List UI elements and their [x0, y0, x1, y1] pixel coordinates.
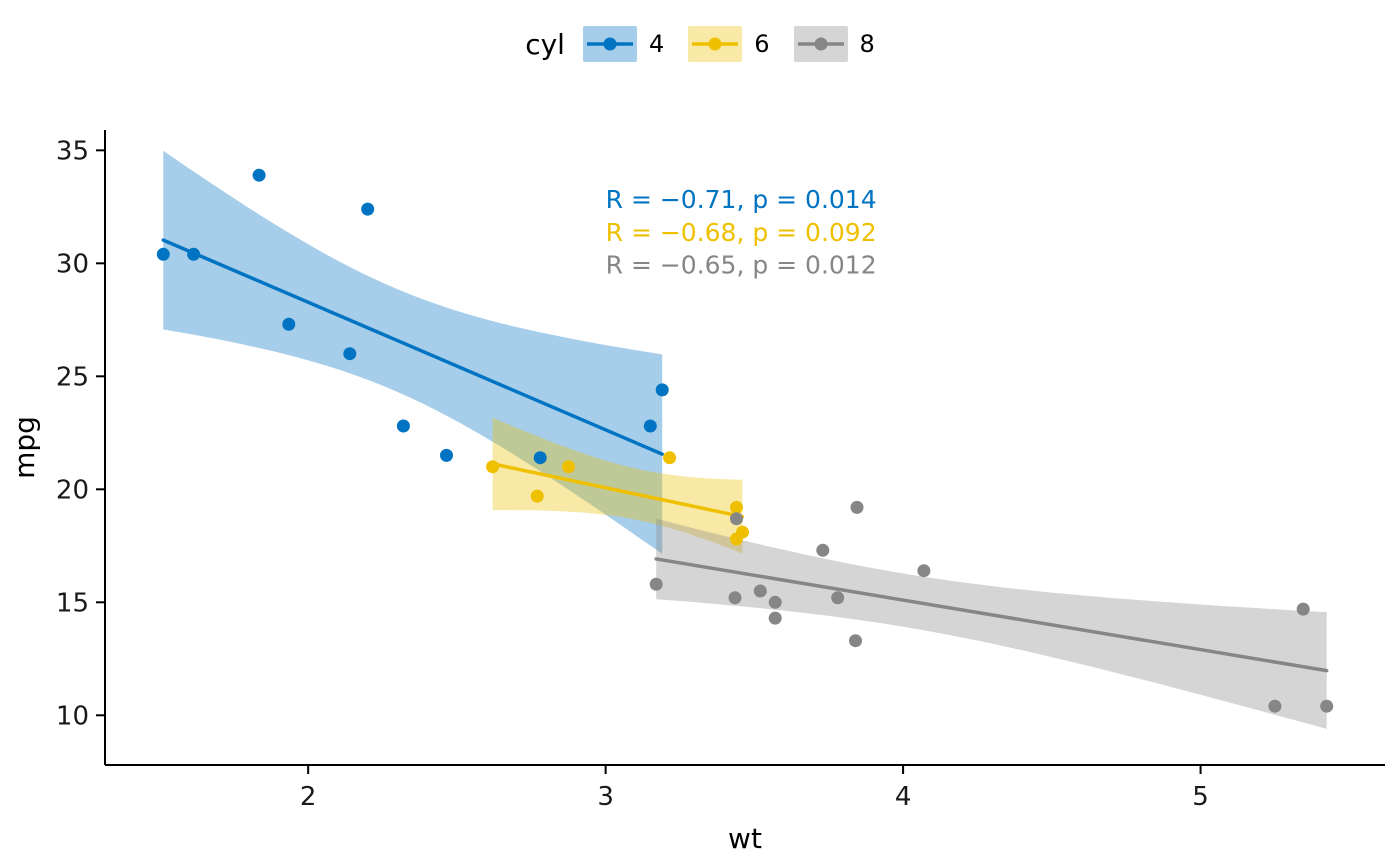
data-point: [343, 347, 357, 361]
data-point: [440, 448, 453, 462]
y-tick-label: 30: [56, 249, 89, 279]
data-point: [643, 419, 657, 433]
regression-line-6: [490, 462, 745, 519]
legend-label: 8: [859, 30, 875, 58]
regression-lines: [161, 238, 1329, 673]
legend-label: 4: [648, 30, 665, 58]
y-tick-label: 15: [56, 588, 89, 618]
data-point: [816, 543, 830, 557]
data-point: [252, 168, 266, 182]
data-point: [753, 584, 767, 598]
data-point: [768, 611, 782, 625]
legend-key-point: [708, 37, 722, 51]
data-point: [361, 202, 375, 216]
data-point: [282, 317, 296, 331]
data-point: [850, 500, 864, 514]
legend-key-point: [814, 37, 828, 51]
data-point: [649, 577, 663, 591]
x-tick-label: 3: [597, 782, 614, 812]
data-point: [1268, 699, 1282, 713]
data-point: [663, 451, 677, 465]
data-point: [730, 512, 743, 526]
data-point: [530, 489, 544, 503]
data-point: [1320, 699, 1334, 713]
y-tick-label: 10: [56, 701, 89, 731]
data-point: [917, 564, 931, 578]
data-point: [562, 460, 575, 474]
legend-title: cyl: [525, 27, 565, 61]
data-point: [156, 247, 170, 261]
data-point: [728, 591, 742, 605]
x-axis-title: wt: [728, 822, 762, 855]
data-point: [396, 419, 410, 433]
legend-entry: 4: [582, 26, 665, 62]
x-tick-label: 5: [1192, 782, 1209, 812]
confidence-band-8: [656, 518, 1327, 729]
data-point: [849, 634, 862, 648]
legend-label: 6: [754, 30, 770, 58]
legend-key-icon: [582, 26, 637, 62]
axes: 2 3 4 5 10 15 20 25 30 35 wt mpg: [8, 130, 1385, 855]
regression-line-4: [161, 238, 664, 456]
data-point: [831, 591, 845, 605]
y-tick-label: 35: [56, 136, 89, 166]
data-points: [156, 168, 1334, 713]
legend-key-icon: [793, 26, 848, 62]
annotations: R = −0.71, p = 0.014 R = −0.68, p = 0.092…: [606, 185, 877, 280]
data-point: [768, 595, 782, 609]
y-axis-title: mpg: [8, 416, 41, 479]
legend-entry: 6: [688, 26, 770, 62]
confidence-band-6: [492, 417, 743, 554]
x-tick-label: 2: [300, 782, 317, 812]
regression-line-8: [654, 557, 1329, 673]
x-tick-label: 4: [895, 782, 912, 812]
data-point: [187, 247, 201, 261]
correlation-label-0: R = −0.71, p = 0.014: [606, 185, 877, 214]
y-tick-label: 20: [56, 475, 89, 505]
legend-key-point: [603, 37, 617, 51]
correlation-label-1: R = −0.68, p = 0.092: [606, 218, 877, 247]
data-point: [655, 383, 669, 397]
legend-entry: 8: [793, 26, 875, 62]
data-point: [533, 451, 547, 465]
legend-key-icon: [688, 26, 743, 62]
data-point: [486, 460, 500, 474]
data-point: [730, 532, 743, 546]
legend-entries: 4 6 8: [582, 26, 875, 62]
y-tick-label: 25: [56, 362, 89, 392]
data-point: [730, 500, 743, 514]
legend: cyl 4 6 8: [0, 26, 1400, 62]
data-point: [1296, 602, 1310, 616]
correlation-label-2: R = −0.65, p = 0.012: [606, 251, 877, 280]
